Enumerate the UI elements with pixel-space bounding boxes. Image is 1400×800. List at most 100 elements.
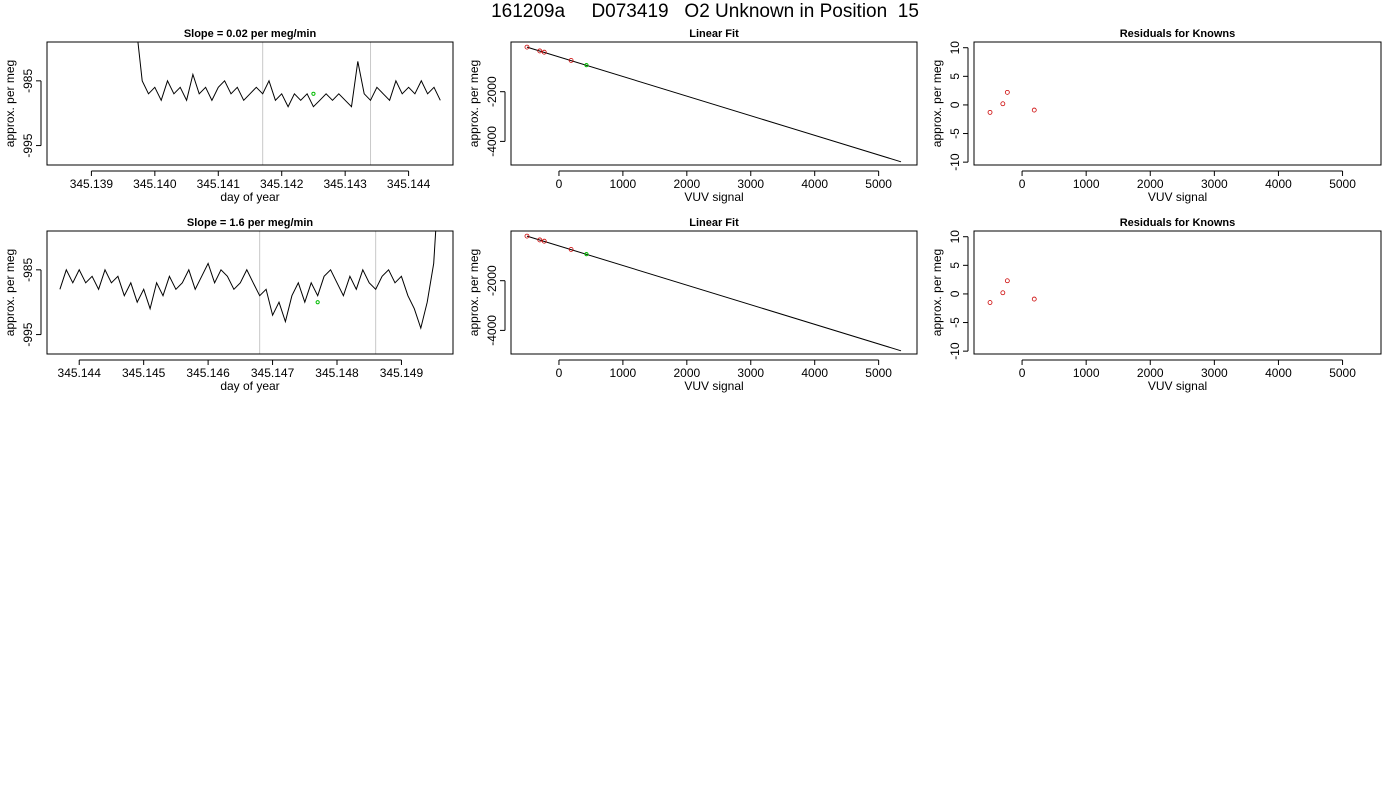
- known-point: [1000, 290, 1006, 296]
- x-tick-label: 345.148: [315, 366, 359, 380]
- x-tick-label: 4000: [801, 177, 828, 191]
- y-tick-label: -4000: [485, 126, 499, 157]
- y-tick-label: -10: [948, 153, 962, 171]
- x-tick-label: 5000: [865, 177, 892, 191]
- fit-line: [526, 46, 902, 163]
- x-tick-label: 345.142: [260, 177, 304, 191]
- panel-1: Slope = 0.02 per meg/min 345.139 345.140 34…: [3, 28, 454, 204]
- y-axis-label: approx. per meg: [930, 60, 944, 147]
- known-point: [541, 49, 547, 55]
- y-tick-label: 10: [948, 230, 962, 244]
- x-tick-label: 1000: [1073, 177, 1100, 191]
- plot-area: [59, 231, 437, 354]
- known-point: [524, 233, 530, 239]
- panel-frame: [510, 41, 918, 166]
- x-tick-label: 5000: [1329, 177, 1356, 191]
- x-tick-label: 3000: [737, 177, 764, 191]
- y-tick-label: -4000: [485, 315, 499, 346]
- known-point: [1031, 296, 1037, 302]
- x-tick-label: 4000: [1265, 366, 1292, 380]
- panel-5: Linear Fit 0 1000 2000 3000 4000 5000 VUV signa…: [467, 217, 918, 393]
- y-tick-label: 0: [948, 101, 962, 108]
- unknown-point: [584, 63, 589, 68]
- y-tick-label: -5: [948, 128, 962, 139]
- y-tick-label: -985: [21, 258, 35, 282]
- x-tick-label: 3000: [1201, 366, 1228, 380]
- known-point: [537, 237, 543, 243]
- plot-area: [524, 44, 902, 163]
- fit-line: [526, 235, 902, 352]
- x-tick-label: 345.139: [70, 177, 114, 191]
- panel-3: Residuals for Knowns 0 1000 2000 3000 4000 500…: [930, 28, 1382, 204]
- x-axis-label: VUV signal: [684, 190, 743, 204]
- plot-area: [987, 278, 1037, 305]
- y-tick-label: 5: [948, 73, 962, 80]
- x-tick-label: 345.147: [251, 366, 295, 380]
- y-axis-label: approx. per meg: [467, 60, 481, 147]
- x-axis-label: VUV signal: [684, 379, 743, 393]
- y-tick-label: -2000: [485, 265, 499, 296]
- x-tick-label: 345.149: [380, 366, 424, 380]
- x-tick-label: 345.146: [186, 366, 230, 380]
- x-tick-label: 0: [556, 177, 563, 191]
- panel-frame: [973, 230, 1382, 355]
- page-title: 161209a D073419 O2 Unknown in Position 1…: [491, 1, 919, 22]
- y-axis-label: approx. per meg: [467, 249, 481, 336]
- panel-title: Linear Fit: [689, 217, 739, 229]
- plot-area: [524, 233, 902, 352]
- y-tick-label: 0: [948, 290, 962, 297]
- x-tick-label: 0: [556, 366, 563, 380]
- x-axis-label: day of year: [220, 379, 279, 393]
- y-tick-label: -10: [948, 342, 962, 360]
- x-tick-label: 2000: [673, 177, 700, 191]
- unknown-point: [584, 252, 589, 257]
- y-axis-label: approx. per meg: [3, 249, 17, 336]
- x-tick-label: 0: [1019, 366, 1026, 380]
- x-axis-label: VUV signal: [1148, 379, 1207, 393]
- panel-title: Slope = 1.6 per meg/min: [187, 217, 314, 229]
- panel-title: Slope = 0.02 per meg/min: [184, 28, 317, 40]
- x-tick-label: 345.141: [197, 177, 241, 191]
- x-tick-label: 0: [1019, 177, 1026, 191]
- x-tick-label: 3000: [1201, 177, 1228, 191]
- y-tick-label: -985: [21, 69, 35, 93]
- x-tick-label: 3000: [737, 366, 764, 380]
- x-tick-label: 4000: [1265, 177, 1292, 191]
- known-point: [1004, 278, 1010, 284]
- panel-title: Residuals for Knowns: [1120, 28, 1236, 40]
- known-point: [1004, 89, 1010, 95]
- x-tick-label: 345.143: [323, 177, 367, 191]
- known-point: [568, 57, 574, 63]
- x-tick-label: 5000: [865, 366, 892, 380]
- x-tick-label: 4000: [801, 366, 828, 380]
- x-tick-label: 345.144: [387, 177, 431, 191]
- series-line: [137, 42, 441, 108]
- x-tick-label: 2000: [673, 366, 700, 380]
- x-tick-label: 345.144: [58, 366, 102, 380]
- y-tick-label: -2000: [485, 76, 499, 107]
- known-point: [987, 300, 993, 305]
- x-tick-label: 5000: [1329, 366, 1356, 380]
- panel-frame: [46, 230, 454, 355]
- known-point: [987, 109, 993, 115]
- known-point: [1031, 107, 1037, 113]
- x-axis-label: day of year: [220, 190, 279, 204]
- panel-title: Linear Fit: [689, 28, 739, 40]
- unknown-point: [311, 91, 316, 96]
- y-axis-label: approx. per meg: [930, 249, 944, 336]
- x-axis-label: VUV signal: [1148, 190, 1207, 204]
- x-tick-label: 1000: [610, 177, 637, 191]
- x-tick-label: 2000: [1137, 366, 1164, 380]
- panel-2: Linear Fit 0 1000 2000 3000 4000 5000 VUV signa…: [467, 28, 918, 204]
- known-point: [524, 44, 530, 50]
- y-tick-label: -995: [21, 133, 35, 157]
- y-tick-label: 10: [948, 41, 962, 55]
- x-tick-label: 2000: [1137, 177, 1164, 191]
- x-tick-label: 1000: [1073, 366, 1100, 380]
- x-tick-label: 345.145: [122, 366, 166, 380]
- y-tick-label: -5: [948, 317, 962, 328]
- x-tick-label: 1000: [610, 366, 637, 380]
- panel-frame: [46, 41, 454, 166]
- panel-title: Residuals for Knowns: [1120, 217, 1236, 229]
